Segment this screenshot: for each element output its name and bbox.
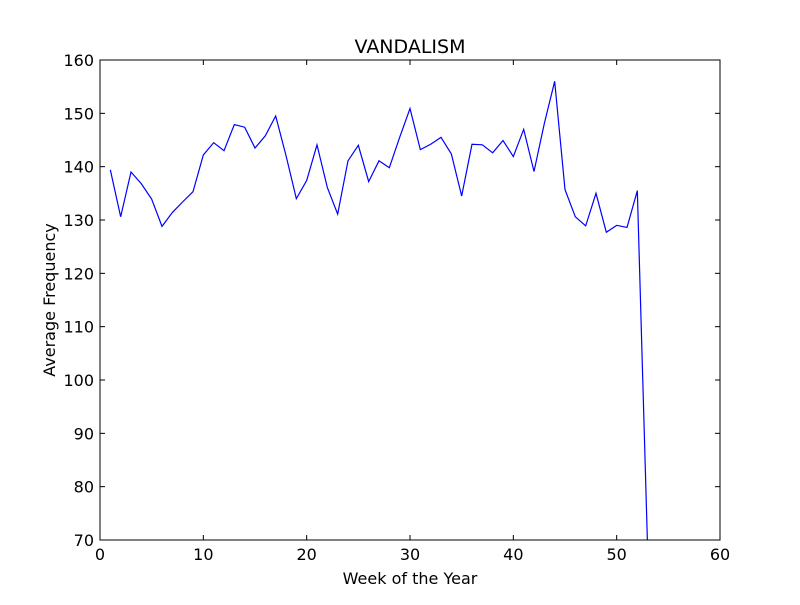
x-tick-label: 20 xyxy=(296,545,316,564)
y-tick-label: 90 xyxy=(74,424,94,443)
x-tick-label: 30 xyxy=(400,545,420,564)
plot-area: 0 10 20 30 40 50 60 70 80 90 100 110 120 130 140 150 160 xyxy=(63,51,730,564)
y-tick-label: 140 xyxy=(63,158,94,177)
x-tick-label: 10 xyxy=(193,545,213,564)
y-axis-label: Average Frequency xyxy=(40,223,59,376)
y-tick-label: 160 xyxy=(63,51,94,70)
y-tick-label: 120 xyxy=(63,264,94,283)
x-tick-label: 0 xyxy=(95,545,105,564)
y-tick-label: 70 xyxy=(74,531,94,550)
series-line xyxy=(109,81,648,540)
x-tick-label: 40 xyxy=(503,545,523,564)
y-tick-label: 130 xyxy=(63,211,94,230)
y-tick-label: 80 xyxy=(74,478,94,497)
y-tick-label: 100 xyxy=(63,371,94,390)
y-tick-label: 110 xyxy=(63,318,94,337)
x-tick-label: 50 xyxy=(606,545,626,564)
x-tick-label: 60 xyxy=(710,545,730,564)
y-tick-label: 150 xyxy=(63,104,94,123)
x-axis-label: Week of the Year xyxy=(343,569,478,588)
chart-title: VANDALISM xyxy=(355,36,466,58)
